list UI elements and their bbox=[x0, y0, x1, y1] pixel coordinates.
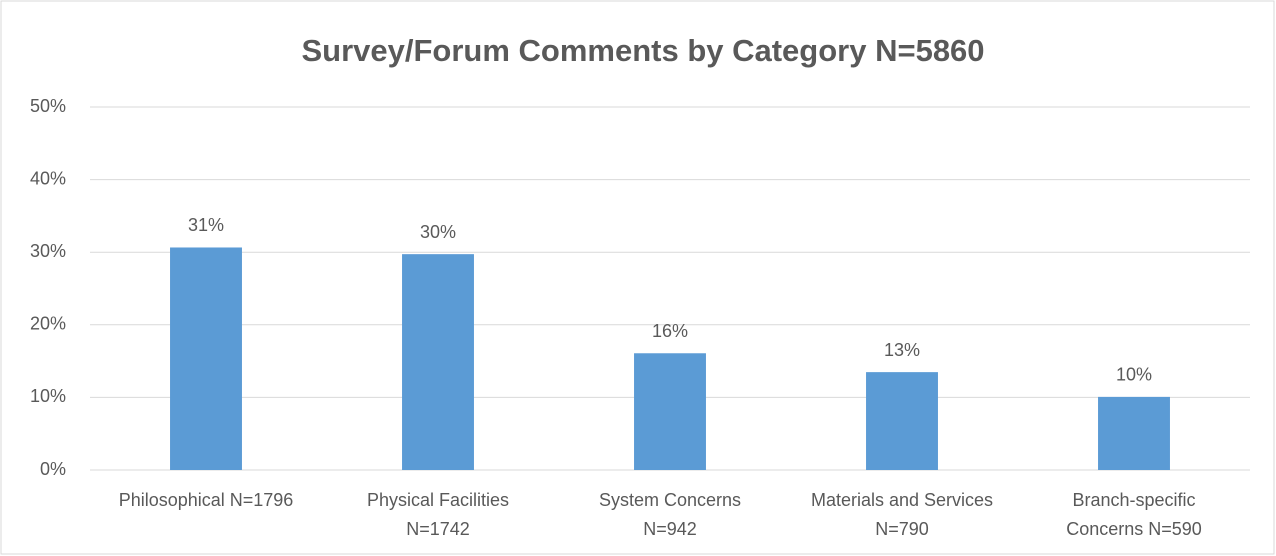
y-tick-label: 30% bbox=[30, 241, 66, 261]
x-tick-label: System Concerns bbox=[599, 490, 741, 510]
data-label: 16% bbox=[652, 321, 688, 341]
x-tick-label: Materials and Services bbox=[811, 490, 993, 510]
y-tick-label: 40% bbox=[30, 168, 66, 188]
chart-title: Survey/Forum Comments by Category N=5860 bbox=[301, 33, 984, 68]
x-tick-label: N=1742 bbox=[406, 519, 470, 539]
data-label: 30% bbox=[420, 222, 456, 242]
bar bbox=[402, 254, 474, 470]
data-label: 13% bbox=[884, 340, 920, 360]
y-tick-label: 0% bbox=[40, 459, 66, 479]
x-tick-label: N=790 bbox=[875, 519, 929, 539]
x-tick-label: Philosophical N=1796 bbox=[119, 490, 294, 510]
y-tick-label: 50% bbox=[30, 96, 66, 116]
bar bbox=[1098, 396, 1170, 470]
bar bbox=[866, 372, 938, 470]
bar bbox=[634, 353, 706, 470]
data-label: 31% bbox=[188, 215, 224, 235]
y-tick-label: 10% bbox=[30, 386, 66, 406]
bar bbox=[170, 247, 242, 470]
x-tick-label: Concerns N=590 bbox=[1066, 519, 1202, 539]
x-tick-label: Physical Facilities bbox=[367, 490, 509, 510]
y-tick-label: 20% bbox=[30, 314, 66, 334]
x-tick-label: N=942 bbox=[643, 519, 697, 539]
x-tick-label: Branch-specific bbox=[1072, 490, 1195, 510]
data-label: 10% bbox=[1116, 365, 1152, 385]
